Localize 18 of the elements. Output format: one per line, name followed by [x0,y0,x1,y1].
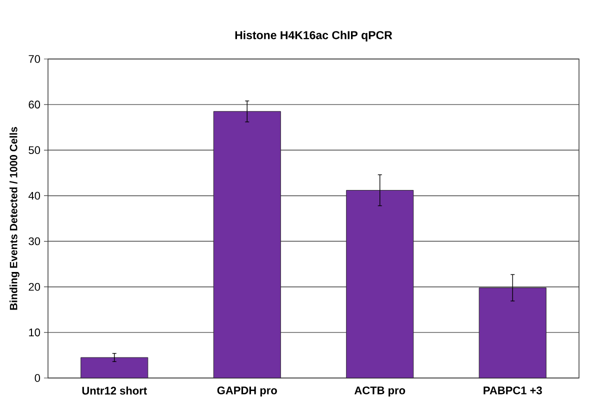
bar [346,190,414,378]
x-tick-label: GAPDH pro [217,386,277,396]
y-tick-label: 30 [28,237,40,246]
bar [80,357,148,378]
y-tick-label: 50 [28,146,40,154]
x-tick-label: PABPC1 +3 [484,386,542,394]
x-tick-label: ACTB pro [354,386,406,396]
y-tick-label: 20 [28,282,40,291]
y-tick-label: 0 [34,374,40,382]
chart-title: Histone H4K16ac ChIP qPCR [235,30,392,42]
y-tick-label: 10 [29,328,40,336]
y-tick-label: 40 [28,192,40,200]
y-tick-label: 60 [28,100,40,108]
y-axis-title: Binding Events Detected / 1000 Cells [10,127,20,310]
bar [478,288,546,378]
bar [213,111,281,378]
y-tick-label: 70 [28,55,40,63]
x-tick-label: Untr12 short [82,386,147,395]
